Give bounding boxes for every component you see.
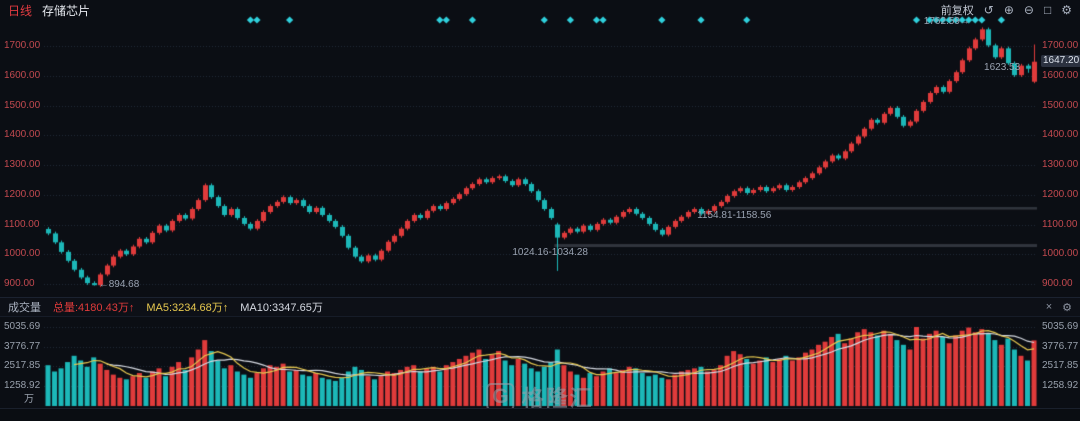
price-axis-label-right: 1700.00 <box>1042 40 1079 51</box>
volume-axis-label-right: 5035.69 <box>1042 321 1079 332</box>
price-axis-label-left: 1000.00 <box>4 248 41 260</box>
price-axis-label-right: 1600.00 <box>1042 69 1079 81</box>
volume-axis-label-right: 3776.77 <box>1042 340 1079 352</box>
fullscreen-icon[interactable]: □ <box>1043 3 1052 17</box>
volume-header: 成交量 总量:4180.43万↑ MA5:3234.68万↑ MA10:3347… <box>0 297 1080 317</box>
price-chart-canvas[interactable] <box>0 14 1080 296</box>
settings-icon[interactable]: ⚙ <box>1062 301 1072 314</box>
volume-ma10-label: MA10:3347.65万 <box>240 302 323 314</box>
price-axis-label-left: 1100.00 <box>4 218 40 230</box>
price-axis-label-left: 1500.00 <box>4 99 41 111</box>
volume-axis-label-right: 2517.85 <box>1042 360 1079 372</box>
zoom-in-icon[interactable]: ⊕ <box>1003 3 1014 17</box>
price-axis-label-left: 1300.00 <box>4 159 41 170</box>
price-axis-label-right: 900.00 <box>1042 278 1073 289</box>
price-axis-label-left: 900.00 <box>4 278 35 289</box>
volume-chart-canvas[interactable] <box>0 316 1080 408</box>
price-axis-label-right: 1000.00 <box>1042 248 1079 260</box>
refresh-icon[interactable]: ↺ <box>983 3 994 17</box>
volume-pane-controls: × ⚙ <box>1046 301 1072 314</box>
price-axis-label-right: 1100.00 <box>1042 218 1078 230</box>
zoom-out-icon[interactable]: ⊖ <box>1023 3 1034 17</box>
price-axis-label-left: 1400.00 <box>4 129 41 141</box>
price-axis-label-right: 1300.00 <box>1042 159 1079 170</box>
volume-axis-label-right: 1258.92 <box>1042 380 1079 392</box>
volume-axis-unit: 万 <box>24 394 34 405</box>
price-annotation: 1762.59→ <box>923 16 970 28</box>
price-axis-label-left: 1200.00 <box>4 188 41 200</box>
price-axis-label-left: 1600.00 <box>4 69 41 81</box>
price-axis-label-right: 1500.00 <box>1042 99 1079 111</box>
price-annotation: 1623.53 <box>984 61 1021 73</box>
volume-axis-label-left: 3776.77 <box>4 340 41 352</box>
volume-axis-label-left: 5035.69 <box>4 321 41 332</box>
volume-total-label: 总量:4180.43万↑ <box>53 302 135 314</box>
close-icon[interactable]: × <box>1045 300 1053 313</box>
price-annotation: ←894.68 <box>98 278 140 290</box>
toolbar-right: 前复权 ↺ ⊕ ⊖ □ ⚙ <box>941 2 1072 18</box>
volume-title: 成交量 <box>8 302 41 314</box>
price-annotation: 1154.81-1158.56 <box>697 209 772 221</box>
volume-axis-label-left: 1258.92 <box>4 380 41 392</box>
instrument-name: 存储芯片 <box>42 3 91 18</box>
volume-ma5-label: MA5:3234.68万↑ <box>146 302 229 314</box>
volume-axis-label-left: 2517.85 <box>4 360 41 372</box>
settings-icon[interactable]: ⚙ <box>1061 3 1072 17</box>
price-annotation: 1024.16-1034.28 <box>512 246 588 258</box>
time-axis[interactable] <box>0 408 1080 421</box>
price-axis-label-left: 1700.00 <box>4 40 41 51</box>
chart-toolbar: 日线 存储芯片 前复权 ↺ ⊕ ⊖ □ ⚙ <box>0 0 1080 20</box>
price-axis-label-right: 1200.00 <box>1042 188 1079 200</box>
adjust-mode-button[interactable]: 前复权 <box>940 5 974 17</box>
last-price-tag: 1647.20 <box>1041 54 1080 67</box>
price-axis-label-right: 1400.00 <box>1042 129 1079 141</box>
period-selector[interactable]: 日线 <box>8 3 33 18</box>
